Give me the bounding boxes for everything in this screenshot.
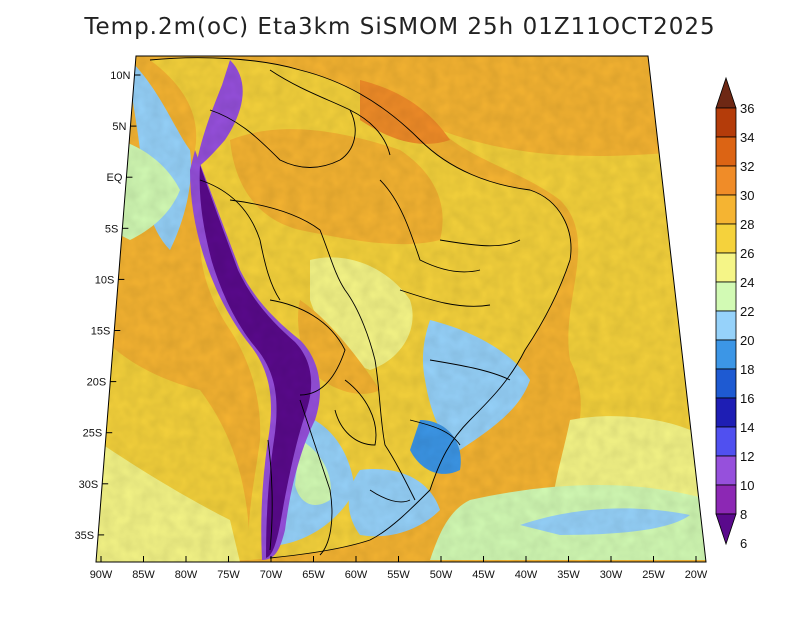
state-line-3 xyxy=(399,289,491,307)
lat-label: 25S xyxy=(83,428,103,440)
colorbar-segment xyxy=(715,397,737,428)
colorbar-segment xyxy=(715,310,737,341)
country-borders xyxy=(149,57,572,559)
lon-label: 55W xyxy=(387,569,410,581)
lon-label: 30W xyxy=(600,569,623,581)
colorbar-label: 16 xyxy=(740,391,754,406)
lat-label: 20S xyxy=(87,377,107,389)
latitude-axis: 10N 5N EQ 5S 10S 15S 20S 25S 30S 35S xyxy=(75,70,141,542)
lat-label: 35S xyxy=(75,530,95,542)
lat-label: EQ xyxy=(107,172,123,184)
colorbar-segment xyxy=(715,165,737,196)
lon-label: 40W xyxy=(515,569,538,581)
lon-label: 65W xyxy=(302,569,325,581)
colorbar-segment xyxy=(715,455,737,486)
lon-label: 60W xyxy=(345,569,368,581)
colorbar-label: 24 xyxy=(740,275,754,290)
colorbar-label: 14 xyxy=(740,420,754,435)
lat-label: 10S xyxy=(95,274,115,286)
colorbar-label: 6 xyxy=(740,536,747,551)
colorbar-segment xyxy=(715,136,737,167)
colorbar-segment xyxy=(715,107,737,138)
colorbar-segment xyxy=(715,252,737,283)
colorbar-label: 20 xyxy=(740,333,754,348)
bolivia-border xyxy=(269,299,346,396)
lon-label: 35W xyxy=(557,569,580,581)
colorbar-segment xyxy=(715,426,737,457)
colorbar-segment xyxy=(715,339,737,370)
colorbar-segment xyxy=(715,223,737,254)
lon-label: 50W xyxy=(430,569,453,581)
paraguay-border xyxy=(334,379,377,446)
lon-label: 70W xyxy=(260,569,283,581)
colorbar-label: 26 xyxy=(740,246,754,261)
colorbar-label: 36 xyxy=(740,101,754,116)
colorbar-label: 28 xyxy=(740,217,754,232)
continent-outline xyxy=(149,57,572,559)
colorbar: 36 34 32 30 28 26 24 22 20 18 16 14 12 10 8 6 xyxy=(715,76,754,551)
state-line-2 xyxy=(439,239,521,247)
lat-label: 5S xyxy=(105,223,118,235)
colorbar-segment xyxy=(715,281,737,312)
guyana-border xyxy=(349,109,391,156)
lon-label: 80W xyxy=(175,569,198,581)
colombia-border xyxy=(209,109,341,168)
lat-label: 15S xyxy=(91,326,111,338)
colorbar-label: 34 xyxy=(740,130,754,145)
colorbar-label: 12 xyxy=(740,449,754,464)
colorbar-label: 22 xyxy=(740,304,754,319)
state-line-1 xyxy=(379,179,481,273)
colorbar-label: 32 xyxy=(740,159,754,174)
argentina-border xyxy=(299,399,333,556)
lon-label: 85W xyxy=(132,569,155,581)
lat-label: 10N xyxy=(110,70,130,82)
colorbar-segment xyxy=(715,368,737,399)
colorbar-segment xyxy=(715,484,737,515)
chile-border xyxy=(267,439,273,551)
lon-label: 90W xyxy=(90,569,113,581)
venezuela-border xyxy=(269,69,356,161)
uruguay-border xyxy=(369,489,411,503)
colorbar-label: 18 xyxy=(740,362,754,377)
colorbar-top-arrow xyxy=(715,76,737,109)
peru-border xyxy=(199,179,281,301)
lon-label: 75W xyxy=(217,569,240,581)
state-line-4 xyxy=(429,359,511,381)
lon-label: 25W xyxy=(642,569,665,581)
map-title: Temp.2m(oC) Eta3km SiSMOM 25h 01Z11OCT20… xyxy=(84,14,716,40)
lon-label: 45W xyxy=(472,569,495,581)
lat-label: 5N xyxy=(112,121,126,133)
lat-label: 30S xyxy=(79,479,99,491)
colorbar-bottom-arrow xyxy=(715,513,737,546)
texture-overlay xyxy=(96,56,706,562)
map-frame xyxy=(95,55,707,563)
colorbar-label: 8 xyxy=(740,507,747,522)
map-field xyxy=(96,56,706,562)
colorbar-segment xyxy=(715,194,737,225)
colorbar-label: 10 xyxy=(740,478,754,493)
colorbar-label: 30 xyxy=(740,188,754,203)
brazil-border xyxy=(229,199,416,501)
longitude-axis: 90W 85W 80W 75W 70W 65W 60W 55W 50W 45W 40W 35W 30W 2… xyxy=(90,556,708,581)
state-line-5 xyxy=(409,419,461,446)
lon-label: 20W xyxy=(685,569,708,581)
